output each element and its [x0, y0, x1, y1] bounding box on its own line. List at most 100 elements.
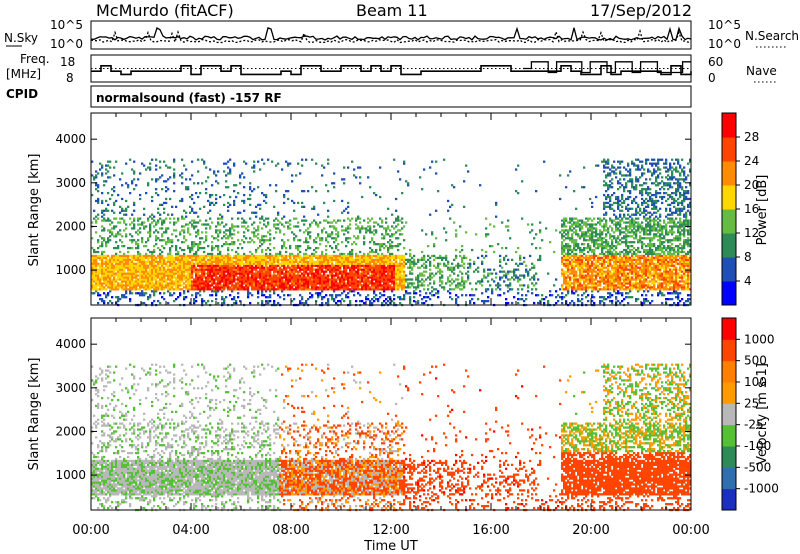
power-cell	[571, 299, 574, 303]
power-cell	[255, 235, 258, 238]
power-cell	[199, 258, 202, 262]
power-cell	[331, 288, 334, 291]
frequency-line	[91, 65, 692, 76]
power-cell	[293, 260, 296, 263]
power-cell	[335, 233, 338, 236]
power-cell	[385, 227, 388, 230]
power-cell	[131, 270, 134, 273]
power-cell	[229, 288, 232, 291]
power-cell	[211, 280, 214, 283]
power-cell	[225, 256, 228, 260]
power-cell	[95, 219, 98, 222]
power-cell	[131, 268, 134, 271]
power-cell	[109, 272, 112, 275]
power-cell	[499, 288, 502, 291]
power-cell	[133, 284, 136, 287]
power-cell	[129, 264, 132, 267]
power-cell	[389, 245, 392, 248]
power-cell	[229, 268, 232, 271]
power-cell	[119, 278, 122, 281]
power-cell	[279, 296, 282, 299]
power-cell	[353, 174, 356, 177]
power-cell	[445, 254, 448, 258]
noise-left-tick-bottom: 10^0	[50, 37, 83, 51]
power-cell	[563, 231, 566, 234]
power-cell	[103, 180, 106, 183]
power-cell	[301, 205, 304, 208]
power-cell	[255, 211, 258, 214]
power-cell	[133, 264, 136, 267]
power-cell	[371, 258, 374, 262]
power-cell	[369, 219, 372, 222]
power-cell	[391, 278, 394, 281]
power-cell	[295, 245, 298, 248]
power-cell	[423, 288, 426, 291]
power-cell	[397, 254, 400, 258]
power-cell	[495, 288, 498, 291]
power-cell	[155, 221, 158, 224]
power-cell	[117, 288, 120, 291]
power-cell	[111, 260, 114, 263]
power-cell	[341, 258, 344, 262]
power-cell	[103, 227, 106, 230]
power-cell	[393, 262, 396, 265]
power-cell	[127, 268, 130, 271]
power-cell	[289, 252, 292, 256]
power-cell	[149, 254, 152, 258]
power-cell	[327, 298, 330, 301]
power-cell	[115, 160, 118, 163]
power-cell	[317, 262, 320, 265]
power-cell	[473, 262, 476, 265]
power-cell	[259, 282, 262, 285]
power-cell	[201, 260, 204, 263]
power-cell	[395, 280, 398, 283]
power-cell	[321, 231, 324, 234]
power-cell	[191, 282, 194, 285]
power-cell	[237, 211, 240, 214]
power-cell	[367, 252, 370, 256]
power-cell	[249, 250, 252, 254]
power-cell	[373, 264, 376, 267]
power-cell	[227, 256, 230, 260]
power-cell	[185, 270, 188, 273]
power-cell	[321, 237, 324, 240]
power-cell	[165, 201, 168, 205]
power-cell	[489, 272, 492, 275]
power-cell	[437, 264, 440, 267]
power-cell	[161, 260, 164, 263]
power-cell	[259, 221, 262, 224]
power-cell	[171, 239, 174, 242]
power-cell	[125, 280, 128, 283]
power-cell	[253, 278, 256, 281]
power-cell	[289, 284, 292, 287]
power-cell	[363, 270, 366, 273]
power-cell	[333, 264, 336, 267]
power-cell	[315, 241, 318, 244]
power-cell	[395, 260, 398, 263]
power-cell	[345, 258, 348, 262]
power-cell	[315, 190, 318, 193]
power-cell	[253, 286, 256, 289]
power-cell	[211, 294, 214, 297]
power-cell	[309, 254, 312, 258]
power-cell	[271, 284, 274, 287]
power-cell	[215, 274, 218, 277]
power-cell	[231, 227, 234, 230]
power-cell	[259, 288, 262, 291]
power-cell	[343, 260, 346, 263]
power-cell	[245, 282, 248, 285]
power-cell	[145, 266, 148, 269]
power-cell	[197, 221, 200, 224]
power-cell	[245, 162, 248, 165]
power-cell	[377, 264, 380, 267]
power-cell	[217, 301, 220, 305]
power-cell	[561, 301, 564, 305]
power-cell	[195, 252, 198, 256]
power-cell	[99, 298, 102, 301]
power-cell	[115, 258, 118, 262]
power-cell	[393, 270, 396, 273]
power-cell	[479, 184, 482, 187]
power-cell	[105, 256, 108, 260]
power-cell	[105, 280, 108, 283]
power-cell	[117, 282, 120, 285]
